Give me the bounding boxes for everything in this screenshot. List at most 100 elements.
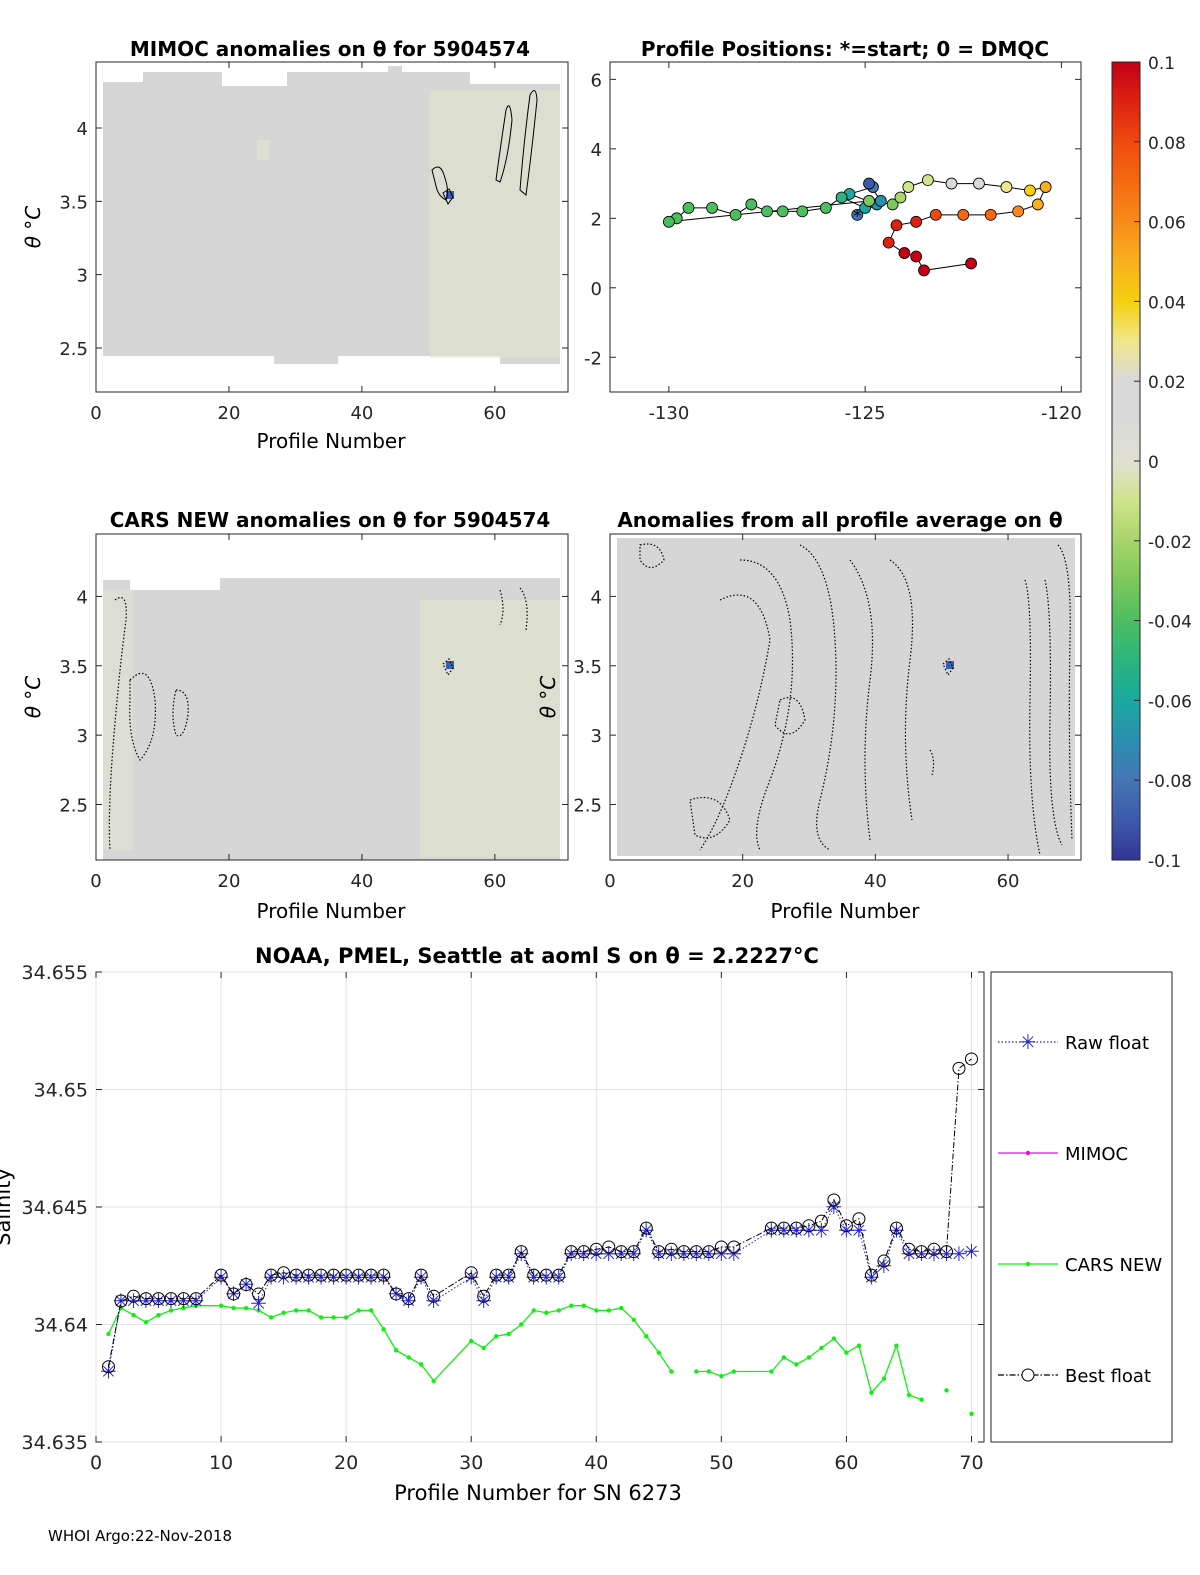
salinity-grid bbox=[95, 971, 984, 1443]
position-marker bbox=[922, 174, 934, 187]
x-tick-label: 70 bbox=[959, 1452, 983, 1474]
x-tick-label: 60 bbox=[834, 1452, 858, 1474]
x-tick-label: 0 bbox=[90, 403, 101, 424]
best-float-marker bbox=[714, 1240, 728, 1254]
position-marker bbox=[863, 177, 875, 190]
cars-new-point bbox=[569, 1303, 574, 1308]
x-tick-label: 10 bbox=[209, 1452, 233, 1474]
position-marker bbox=[898, 247, 911, 259]
raw-float-marker: ✳ bbox=[663, 1242, 680, 1266]
best-float-marker bbox=[177, 1292, 191, 1306]
colorbar-tick-label: 0.1 bbox=[1148, 54, 1175, 74]
x-tick-label: 40 bbox=[584, 1452, 608, 1474]
cars-new-point bbox=[669, 1369, 674, 1374]
best-float-marker bbox=[902, 1242, 916, 1256]
cars-new-point bbox=[619, 1305, 624, 1311]
best-float-marker bbox=[689, 1245, 703, 1259]
cars-new-point bbox=[919, 1397, 924, 1402]
best-float-marker bbox=[664, 1242, 678, 1256]
colorbar-tick-label: 0.08 bbox=[1148, 134, 1186, 154]
best-float-marker bbox=[464, 1266, 478, 1280]
colorbar-tick-label: 0 bbox=[1148, 453, 1159, 473]
x-tick-label: 60 bbox=[483, 403, 506, 424]
colorbar-tick-label: -0.1 bbox=[1148, 852, 1181, 872]
salinity-series: ✳✳✳✳✳✳✳✳✳✳✳✳✳✳✳✳✳✳✳✳✳✳✳✳✳✳✳✳✳✳✳✳✳✳✳✳✳✳✳✳… bbox=[100, 1052, 980, 1417]
raw-float-marker: ✳ bbox=[813, 1219, 830, 1243]
x-tick-label: -130 bbox=[648, 403, 689, 424]
cars-new-point bbox=[143, 1319, 149, 1325]
mimoc-title: MIMOC anomalies on θ for 5904574 bbox=[130, 37, 530, 61]
best-float-marker bbox=[539, 1268, 553, 1282]
best-float-marker bbox=[352, 1268, 366, 1282]
best-float-marker bbox=[364, 1268, 378, 1282]
best-float-marker bbox=[864, 1268, 878, 1282]
cars-new-point bbox=[306, 1308, 311, 1313]
legend-box bbox=[990, 971, 1173, 1443]
y-tick-label: 3.5 bbox=[59, 657, 88, 678]
best-float-marker bbox=[402, 1292, 416, 1306]
cars-new-point bbox=[494, 1334, 499, 1339]
mimoc-contour-1 bbox=[495, 105, 513, 183]
legend-label: CARS NEW bbox=[1065, 1255, 1162, 1276]
best-float-marker bbox=[639, 1221, 653, 1235]
x-tick-label: 0 bbox=[90, 871, 101, 892]
position-marker bbox=[1012, 205, 1025, 218]
raw-float-marker: ✳ bbox=[901, 1242, 918, 1266]
position-marker bbox=[819, 201, 832, 214]
legend-marker bbox=[1021, 1368, 1035, 1382]
legend-marker bbox=[1025, 1150, 1031, 1156]
mimoc-anomalies-panel: MIMOC anomalies on θ for 5904574 0 20 40 60… bbox=[21, 37, 569, 453]
y-tick-label: 2 bbox=[591, 209, 602, 230]
best-float-marker bbox=[489, 1268, 503, 1282]
cars-new-point bbox=[406, 1355, 411, 1360]
best-float-marker bbox=[939, 1245, 953, 1259]
cars-new-point bbox=[156, 1312, 161, 1318]
mimoc-yellow-patch bbox=[430, 90, 560, 358]
best-float-marker bbox=[727, 1240, 741, 1254]
position-marker bbox=[1039, 181, 1052, 193]
best-float-marker bbox=[577, 1245, 591, 1259]
cars-new-point bbox=[268, 1315, 274, 1320]
colorbar-tick-label: -0.08 bbox=[1148, 772, 1192, 792]
position-marker bbox=[886, 198, 899, 211]
y-tick-label: 6 bbox=[591, 70, 602, 91]
position-marker bbox=[1000, 181, 1013, 193]
colorbar-tick-label: -0.04 bbox=[1148, 613, 1192, 633]
best-float-marker bbox=[377, 1268, 391, 1282]
x-tick-label: 50 bbox=[709, 1452, 733, 1474]
cars-new-point bbox=[506, 1331, 511, 1337]
x-tick-label: -120 bbox=[1041, 403, 1082, 424]
position-marker bbox=[984, 208, 997, 221]
best-float-marker bbox=[552, 1268, 566, 1282]
colorbar-tick-label: 0.06 bbox=[1148, 214, 1186, 234]
best-float-marker bbox=[914, 1245, 928, 1259]
y-tick-label: 4 bbox=[77, 587, 88, 608]
position-marker bbox=[682, 201, 695, 214]
footer-stamp: WHOI Argo:22-Nov-2018 bbox=[48, 1527, 232, 1545]
position-marker bbox=[662, 215, 675, 228]
cars-new-point bbox=[606, 1308, 611, 1313]
y-tick-label: 4 bbox=[591, 587, 602, 608]
mimoc-ylabel: θ °C bbox=[21, 206, 45, 249]
best-float-marker bbox=[314, 1268, 328, 1282]
raw-float-marker: ✳ bbox=[425, 1289, 442, 1313]
cars-axes-box bbox=[95, 533, 569, 861]
positions-title: Profile Positions: *=start; 0 = DMQC bbox=[641, 37, 1049, 61]
raw-float-marker: ✳ bbox=[963, 1240, 980, 1264]
colorbar-tick-label: -0.06 bbox=[1148, 692, 1192, 712]
position-marker bbox=[1031, 198, 1044, 211]
position-marker bbox=[863, 195, 875, 207]
raw-float-marker: ✳ bbox=[838, 1219, 855, 1243]
position-marker bbox=[929, 208, 942, 221]
cars-anomalies-panel: CARS NEW anomalies on θ for 5904574 0 20 4… bbox=[21, 508, 569, 923]
cars-new-point bbox=[256, 1308, 261, 1313]
best-float-marker bbox=[927, 1242, 941, 1256]
raw-float-marker: ✳ bbox=[926, 1242, 943, 1266]
cars-new-point bbox=[293, 1308, 299, 1313]
cars-new-point bbox=[318, 1315, 324, 1320]
best-float-marker bbox=[152, 1292, 166, 1306]
y-tick-label: 3 bbox=[591, 726, 602, 747]
best-float-marker bbox=[264, 1268, 278, 1282]
best-float-marker bbox=[764, 1221, 778, 1235]
cars-new-point bbox=[231, 1305, 236, 1311]
